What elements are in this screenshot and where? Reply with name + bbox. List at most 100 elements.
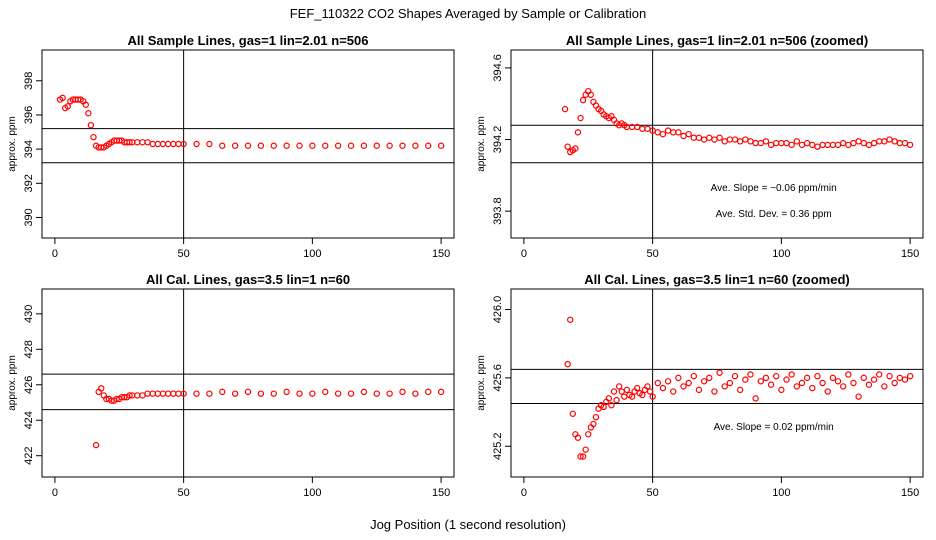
data-point	[716, 369, 723, 376]
data-point	[803, 139, 811, 147]
data-point	[283, 142, 290, 149]
data-point	[726, 136, 734, 143]
x-tick-label: 50	[178, 248, 190, 260]
data-point	[412, 390, 419, 397]
y-tick-label: 425.2	[492, 432, 504, 460]
data-point	[87, 121, 95, 129]
data-point	[139, 392, 146, 399]
x-tick-label: 100	[772, 487, 790, 499]
data-point	[126, 392, 133, 399]
data-point	[126, 139, 133, 146]
data-point	[399, 388, 406, 396]
plot-frame	[41, 49, 455, 239]
panels: All Sample Lines, gas=1 lin=2.01 n=506 0 5…	[7, 33, 924, 499]
y-tick-label: 424	[23, 411, 35, 429]
data-point	[731, 136, 739, 143]
data-point	[175, 390, 182, 397]
data-point	[721, 383, 728, 390]
data-point	[845, 141, 852, 149]
data-point	[644, 125, 651, 132]
data-point	[90, 133, 97, 141]
data-point	[901, 376, 909, 383]
data-point	[695, 134, 703, 141]
data-point	[654, 129, 661, 136]
y-tick-label: 396	[23, 106, 35, 124]
data-point	[850, 139, 857, 147]
data-point	[783, 376, 790, 383]
data-point	[896, 374, 904, 382]
data-point	[829, 141, 837, 149]
data-point	[747, 138, 754, 145]
data-point	[437, 142, 445, 149]
y-tick-label: 393.8	[492, 197, 504, 225]
data-point	[886, 136, 893, 143]
data-point	[855, 393, 862, 400]
data-point	[149, 140, 156, 148]
data-point	[685, 130, 692, 138]
data-point	[891, 379, 898, 387]
data-point	[834, 378, 842, 385]
y-axis-label: approx. ppm	[476, 355, 487, 411]
data-point	[170, 140, 177, 148]
data-point	[180, 390, 187, 397]
data-point	[144, 390, 151, 397]
data-point	[773, 372, 780, 380]
data-point	[783, 139, 790, 147]
data-point	[726, 379, 734, 387]
y-tick-label: 390	[23, 208, 35, 226]
data-point	[670, 388, 677, 395]
data-point	[803, 374, 811, 382]
data-point	[659, 384, 667, 392]
data-point	[605, 395, 613, 402]
data-point	[373, 390, 380, 397]
data-point	[767, 141, 775, 149]
data-point	[680, 383, 687, 390]
data-point	[582, 446, 589, 453]
data-point	[706, 374, 713, 382]
y-tick-label: 422	[23, 447, 35, 465]
x-tick-label: 150	[901, 487, 919, 499]
data-point	[870, 376, 878, 383]
y-axis-label: approx. ppm	[476, 116, 487, 172]
data-point	[819, 379, 826, 387]
data-point	[762, 138, 770, 145]
data-point	[700, 136, 708, 143]
data-point	[437, 388, 445, 396]
chart-panel-3: All Cal. Lines, gas=3.5 lin=1 n=60 0 50 100…	[7, 272, 455, 499]
data-point	[579, 96, 587, 104]
y-tick-label: 398	[23, 72, 35, 90]
data-point	[180, 140, 187, 148]
data-point	[649, 393, 656, 400]
data-point	[824, 141, 831, 149]
data-point	[860, 374, 867, 382]
figure-title: FEF_110322 CO2 Shapes Averaged by Sample…	[290, 6, 647, 21]
data-point	[762, 374, 770, 382]
data-point	[564, 143, 571, 150]
data-point	[670, 129, 677, 136]
data-point	[695, 386, 703, 394]
x-tick-label: 50	[647, 487, 659, 499]
data-point	[628, 393, 636, 400]
y-tick-label: 394.6	[492, 54, 504, 82]
data-point	[747, 371, 754, 378]
data-point	[798, 379, 806, 387]
annotation-text: Ave. Slope = 0.02 ppm/min	[714, 422, 834, 433]
data-point	[569, 410, 577, 417]
data-point	[646, 388, 654, 395]
data-point	[834, 141, 842, 149]
data-point	[170, 390, 177, 397]
data-point	[257, 142, 265, 149]
chart-panel-1: All Sample Lines, gas=1 lin=2.01 n=506 0 5…	[7, 33, 455, 260]
data-point	[618, 388, 625, 395]
data-point	[159, 140, 167, 148]
x-tick-label: 50	[647, 248, 659, 260]
data-point	[64, 103, 71, 110]
data-point	[270, 390, 277, 397]
data-point	[690, 372, 698, 380]
panel-title: All Cal. Lines, gas=3.5 lin=1 n=60 (zoom…	[584, 272, 850, 287]
data-point	[731, 372, 739, 380]
data-point	[82, 101, 89, 108]
data-point	[257, 390, 265, 397]
data-point	[564, 361, 571, 368]
annotation-text: Ave. Std. Dev. = 0.36 ppm	[716, 209, 832, 220]
